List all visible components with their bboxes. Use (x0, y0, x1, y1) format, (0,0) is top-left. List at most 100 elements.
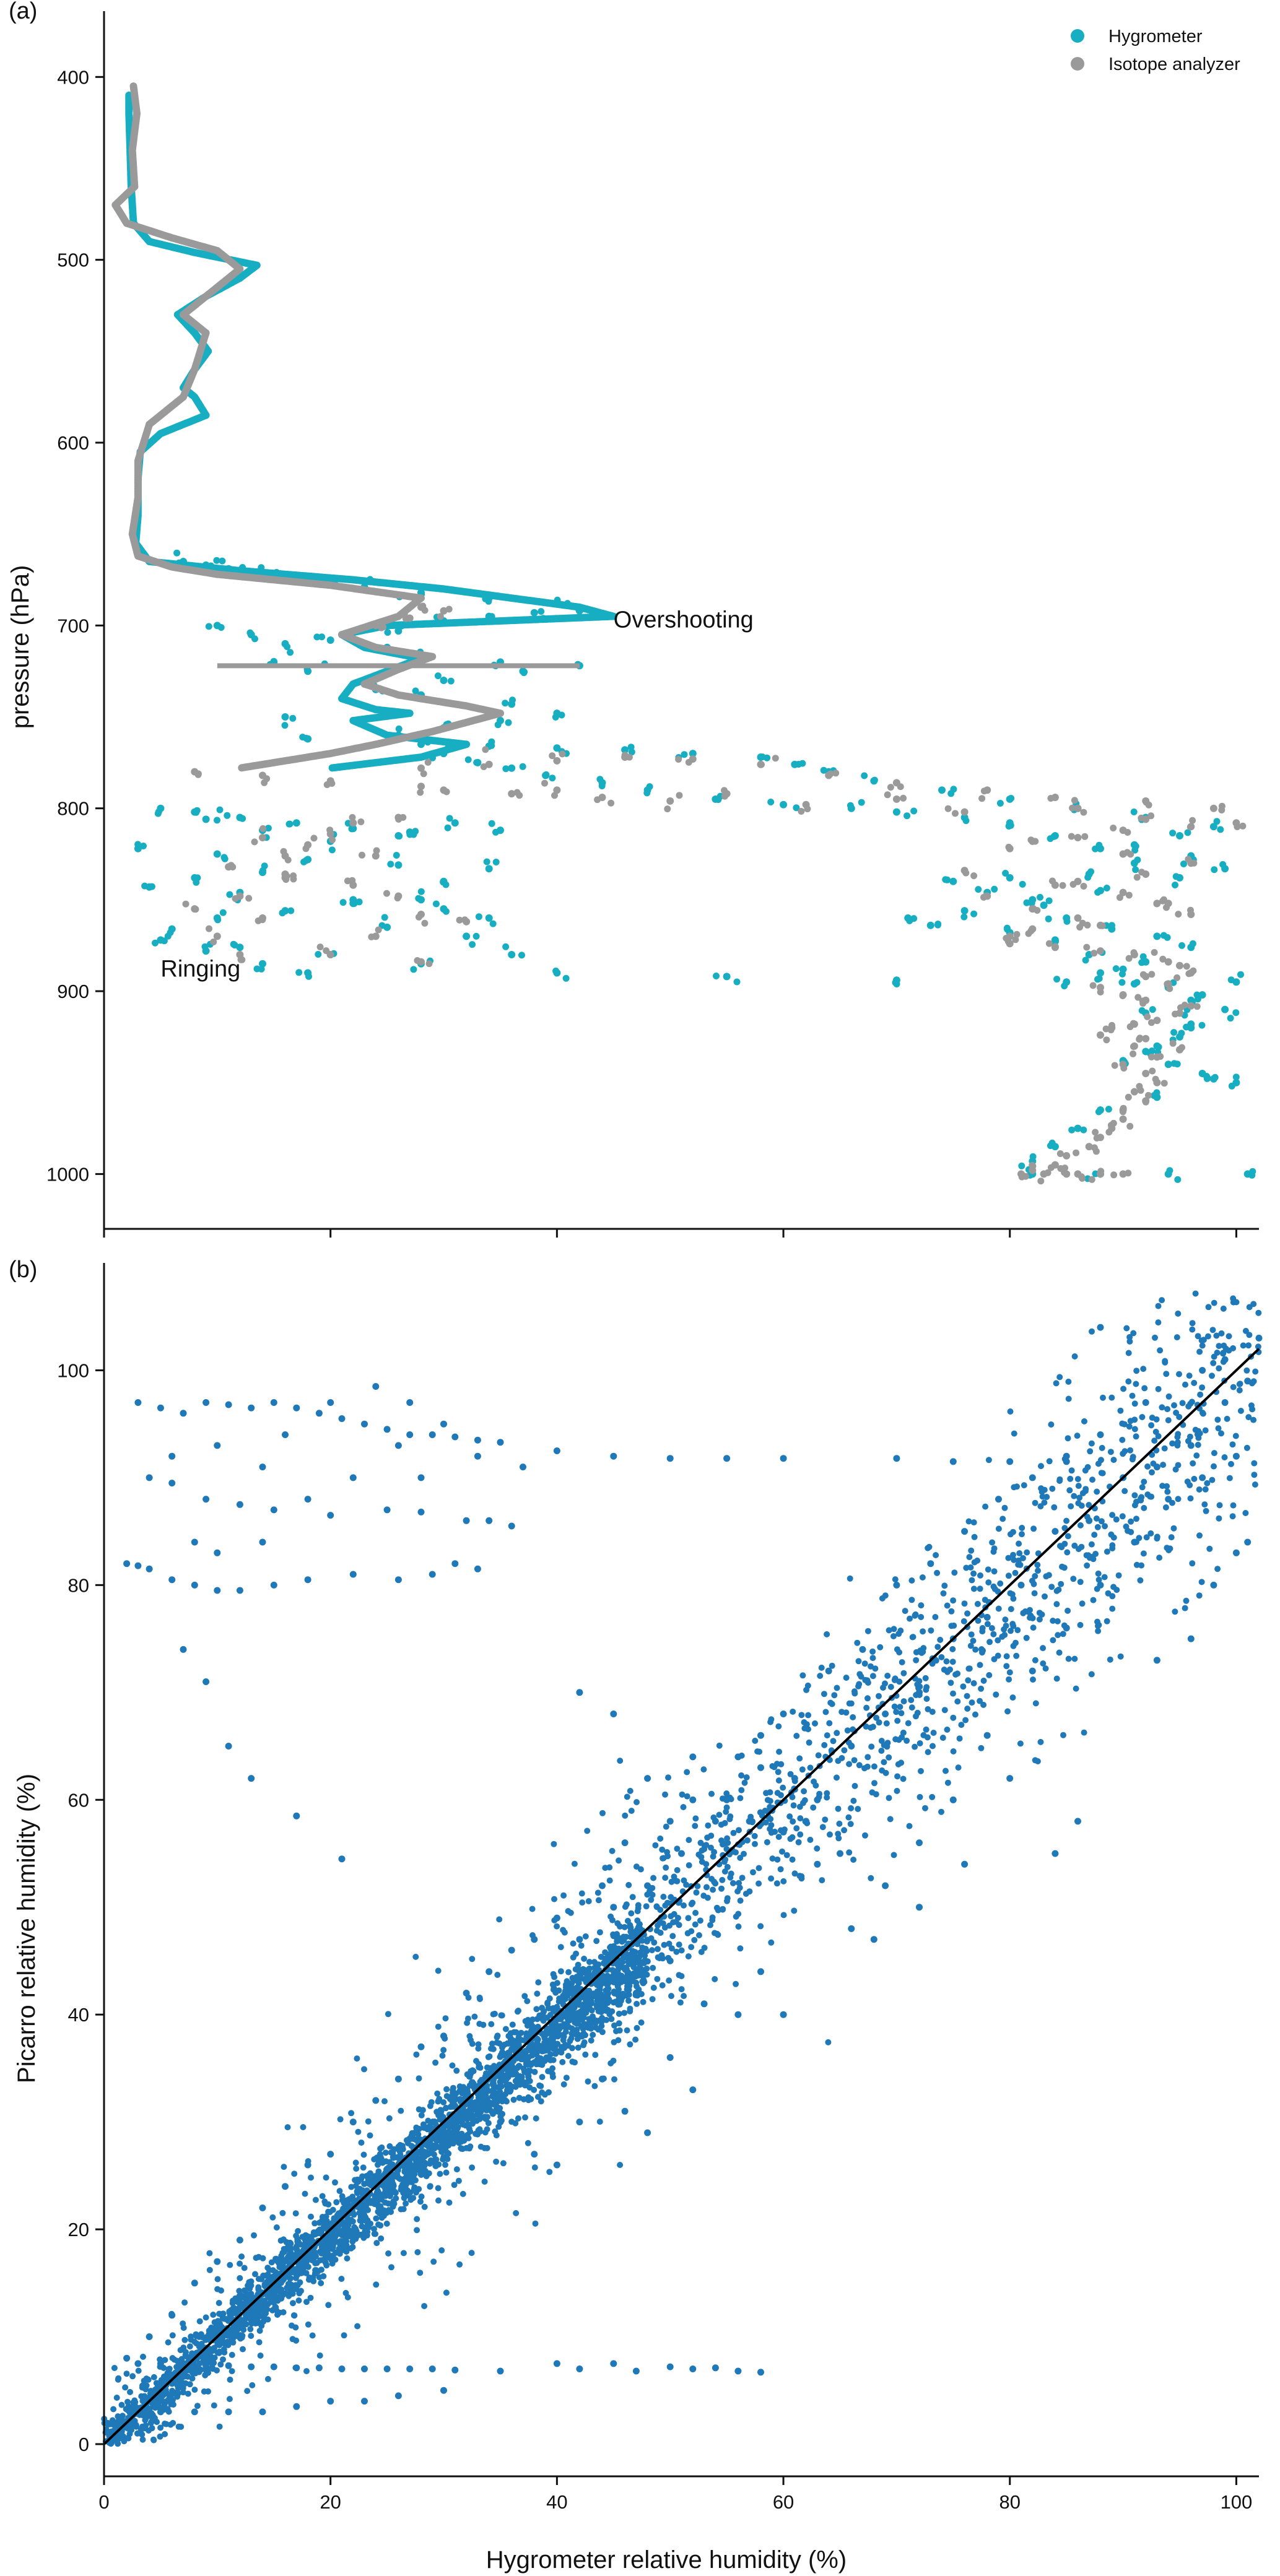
hygrometer-point (1095, 975, 1103, 982)
isotope-analyzer-point (1125, 955, 1133, 962)
isotope-analyzer-point (1063, 1151, 1071, 1160)
isotope-analyzer-point (1130, 1043, 1137, 1050)
isotope-analyzer-point (210, 939, 217, 945)
isotope-analyzer-point (960, 808, 969, 816)
hygrometer-point (858, 799, 865, 806)
panel-b-point (373, 2240, 380, 2247)
panel-b-point (586, 1965, 593, 1972)
hygrometer-point (991, 885, 998, 893)
hygrometer-point (1131, 846, 1139, 854)
isotope-analyzer-point (1183, 963, 1190, 970)
panel-b-point (635, 1924, 642, 1931)
hygrometer-point (1130, 809, 1138, 815)
isotope-analyzer-point (1018, 1173, 1025, 1181)
isotope-analyzer-point (1172, 1010, 1179, 1018)
isotope-analyzer-point (1029, 1163, 1037, 1170)
hygrometer-point (1087, 868, 1095, 875)
isotope-analyzer-point (516, 792, 523, 799)
hygrometer-point (1080, 1126, 1087, 1134)
isotope-analyzer-point (1178, 1044, 1185, 1051)
isotope-analyzer-point (541, 779, 548, 787)
isotope-analyzer-point (1136, 1034, 1144, 1042)
panel-b-point (226, 2315, 233, 2322)
isotope-analyzer-point (1005, 844, 1012, 851)
panel-b-point (435, 2185, 442, 2192)
isotope-analyzer-point (1068, 833, 1075, 840)
hygrometer-point (1019, 880, 1026, 888)
isotope-analyzer-point (1071, 797, 1078, 804)
isotope-analyzer-point (1116, 894, 1123, 901)
isotope-analyzer-point (437, 613, 444, 620)
hygrometer-point (410, 966, 417, 973)
hygrometer-point (1103, 885, 1110, 891)
isotope-analyzer-point (1110, 1119, 1117, 1127)
isotope-analyzer-point (456, 916, 463, 924)
hygrometer-point (1008, 795, 1015, 802)
isotope-analyzer-point (290, 872, 297, 880)
isotope-analyzer-point (394, 895, 401, 902)
panel-b-point (543, 2054, 550, 2061)
hygrometer-point (440, 677, 448, 684)
hygrometer-point (1232, 1073, 1240, 1081)
isotope-analyzer-point (316, 943, 324, 951)
panel-b-point (596, 1929, 603, 1936)
isotope-analyzer-point (676, 792, 683, 799)
panel-b-point (318, 2250, 325, 2257)
isotope-analyzer-point (1163, 904, 1170, 911)
hygrometer-point (903, 812, 911, 820)
hygrometer-point (284, 643, 291, 651)
isotope-analyzer-point (1126, 1023, 1134, 1030)
hygrometer-point (1119, 970, 1126, 978)
hygrometer-point (193, 809, 200, 816)
hygrometer-point (1133, 979, 1141, 986)
hygrometer-point (1193, 991, 1201, 999)
hygrometer-point (1061, 982, 1068, 990)
hygrometer-point (1227, 976, 1235, 984)
isotope-analyzer-point (380, 623, 387, 631)
panel-b-point (613, 2027, 619, 2034)
hygrometer-point (519, 763, 526, 770)
hygrometer-point (1211, 1073, 1219, 1081)
isotope-analyzer-point (259, 825, 267, 832)
hygrometer-point (502, 943, 510, 950)
hygrometer-point (502, 700, 509, 707)
hygrometer-point (1170, 1060, 1178, 1067)
hygrometer-point (564, 600, 571, 607)
isotope-analyzer-point (206, 925, 212, 932)
isotope-analyzer-point (1139, 1000, 1147, 1007)
hygrometer-point (1203, 1075, 1211, 1082)
hygrometer-point (417, 888, 425, 895)
hygrometer-point (1138, 959, 1146, 966)
isotope-analyzer-point (675, 756, 682, 763)
isotope-analyzer-point (721, 792, 728, 800)
hygrometer-point (1028, 900, 1035, 907)
panel-b-point (581, 1956, 588, 1962)
hygrometer-point (1095, 1108, 1102, 1116)
isotope-analyzer-point (1093, 1134, 1100, 1142)
isotope-analyzer-point (549, 752, 556, 760)
isotope-analyzer-point (482, 746, 489, 753)
isotope-analyzer-point (1097, 1168, 1105, 1175)
isotope-analyzer-point (1138, 814, 1145, 822)
hygrometer-point (281, 713, 289, 721)
hygrometer-point (226, 891, 233, 898)
isotope-analyzer-point (559, 750, 566, 758)
hygrometer-point (596, 776, 604, 783)
panel-b-point (625, 1881, 632, 1888)
hygrometer-point (1217, 826, 1224, 833)
isotope-analyzer-point (310, 835, 318, 842)
hygrometer-point (396, 833, 403, 840)
hygrometer-point (508, 951, 516, 958)
isotope-analyzer-point (1138, 869, 1146, 876)
isotope-analyzer-point (1185, 856, 1192, 863)
isotope-analyzer-point (415, 913, 422, 921)
hygrometer-point (1029, 1153, 1037, 1160)
isotope-analyzer-point (1186, 823, 1194, 831)
panel-b-point (382, 2149, 389, 2156)
hygrometer-point (348, 825, 355, 833)
hygrometer-point (950, 786, 957, 793)
isotope-analyzer-point (1027, 836, 1035, 844)
hygrometer-point (1092, 845, 1099, 852)
isotope-analyzer-point (259, 834, 266, 841)
hygrometer-point (1082, 956, 1089, 964)
